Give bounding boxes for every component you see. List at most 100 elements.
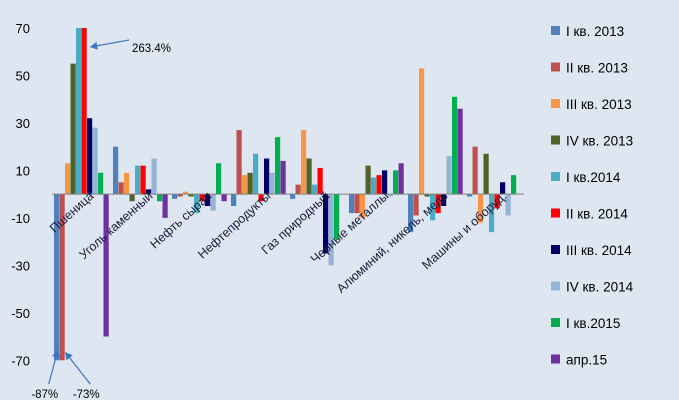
- bar: [301, 130, 307, 195]
- annotation-arrowhead: [90, 41, 98, 50]
- bar: [334, 194, 340, 240]
- bar: [452, 96, 458, 195]
- legend-swatch: [551, 281, 560, 291]
- bar: [280, 160, 286, 195]
- legend-swatch: [551, 135, 560, 145]
- bar: [70, 63, 76, 195]
- bar: [446, 156, 452, 195]
- bar: [419, 68, 425, 195]
- bars: [54, 28, 522, 361]
- bar: [295, 184, 301, 195]
- bar: [435, 194, 441, 214]
- bar: [59, 194, 65, 361]
- bar: [264, 158, 270, 195]
- bar: [129, 194, 135, 202]
- legend: I кв. 2013 II кв. 2013 III кв. 2013 IV кв. …: [551, 24, 634, 368]
- bar: [162, 194, 168, 218]
- bar: [140, 165, 146, 195]
- bar: [221, 194, 227, 202]
- y-tick-label: -70: [11, 353, 30, 368]
- bar: [210, 194, 216, 211]
- annotation-label: -87%: [31, 389, 58, 400]
- bar: [376, 175, 382, 195]
- bar: [216, 163, 222, 195]
- bar: [98, 172, 104, 195]
- bar: [505, 194, 511, 216]
- bar: [349, 194, 355, 214]
- bar: [242, 175, 248, 195]
- bar: [290, 194, 296, 199]
- bar: [317, 168, 323, 195]
- legend-label: II кв. 2014: [566, 207, 628, 222]
- legend-swatch: [551, 62, 560, 72]
- bar: [258, 194, 264, 202]
- bar: [146, 189, 152, 195]
- bar: [360, 194, 366, 218]
- y-tick-label: 30: [16, 116, 30, 131]
- legend-label: I кв.2015: [566, 316, 620, 331]
- bar: [236, 130, 242, 195]
- bar: [188, 194, 194, 197]
- y-tick-label: -50: [11, 306, 30, 321]
- y-tick-label: 50: [16, 68, 30, 83]
- bar: [113, 146, 119, 195]
- bar: [103, 194, 109, 337]
- bar: [269, 172, 275, 195]
- bar: [430, 194, 436, 221]
- bar: [382, 170, 388, 195]
- bar: [199, 194, 205, 202]
- bar: [231, 194, 237, 206]
- annotation-label: 263.4%: [132, 43, 171, 55]
- bar: [92, 127, 98, 195]
- y-tick-label: -10: [11, 211, 30, 226]
- y-tick-label: 70: [16, 21, 30, 36]
- bar: [354, 194, 360, 214]
- bar: [247, 172, 253, 195]
- annotations: 263.4% -87% -73%: [31, 39, 171, 400]
- legend-swatch: [551, 318, 560, 327]
- bar: [387, 194, 393, 197]
- bar: [183, 191, 189, 195]
- legend-label: III кв. 2013: [566, 97, 632, 112]
- bar: [494, 194, 500, 209]
- bar: [467, 194, 473, 197]
- legend-swatch: [551, 26, 560, 35]
- legend-label: апр.15: [566, 353, 607, 368]
- legend-label: I кв.2014: [566, 170, 621, 185]
- bar: [275, 137, 281, 195]
- bar: [54, 194, 60, 361]
- bar: [393, 170, 399, 195]
- bar: [76, 28, 82, 195]
- legend-swatch: [551, 354, 560, 364]
- legend-swatch: [551, 245, 560, 254]
- legend-swatch: [551, 172, 560, 181]
- bar: [413, 194, 419, 216]
- bar: [157, 194, 163, 202]
- annotation-label: -73%: [73, 389, 100, 400]
- bar: [441, 194, 447, 206]
- bar: [511, 175, 517, 195]
- bar: [194, 194, 200, 214]
- legend-label: IV кв. 2013: [566, 134, 633, 149]
- bar: [151, 158, 157, 195]
- bar: [81, 28, 87, 195]
- bar: [472, 146, 478, 195]
- bar: [177, 194, 183, 197]
- bar: [253, 153, 259, 195]
- bar: [457, 108, 463, 195]
- bar: [65, 163, 71, 195]
- bar: [408, 194, 414, 233]
- bar: [323, 194, 329, 254]
- bar: [118, 182, 124, 195]
- bar: [483, 153, 489, 195]
- bar: [124, 172, 130, 195]
- bar: [205, 194, 211, 206]
- legend-swatch: [551, 208, 560, 218]
- legend-label: II кв. 2013: [566, 61, 628, 76]
- bar: [312, 184, 318, 195]
- annotation-arrowhead: [65, 352, 73, 361]
- bar: [328, 194, 334, 266]
- bar: [306, 158, 312, 195]
